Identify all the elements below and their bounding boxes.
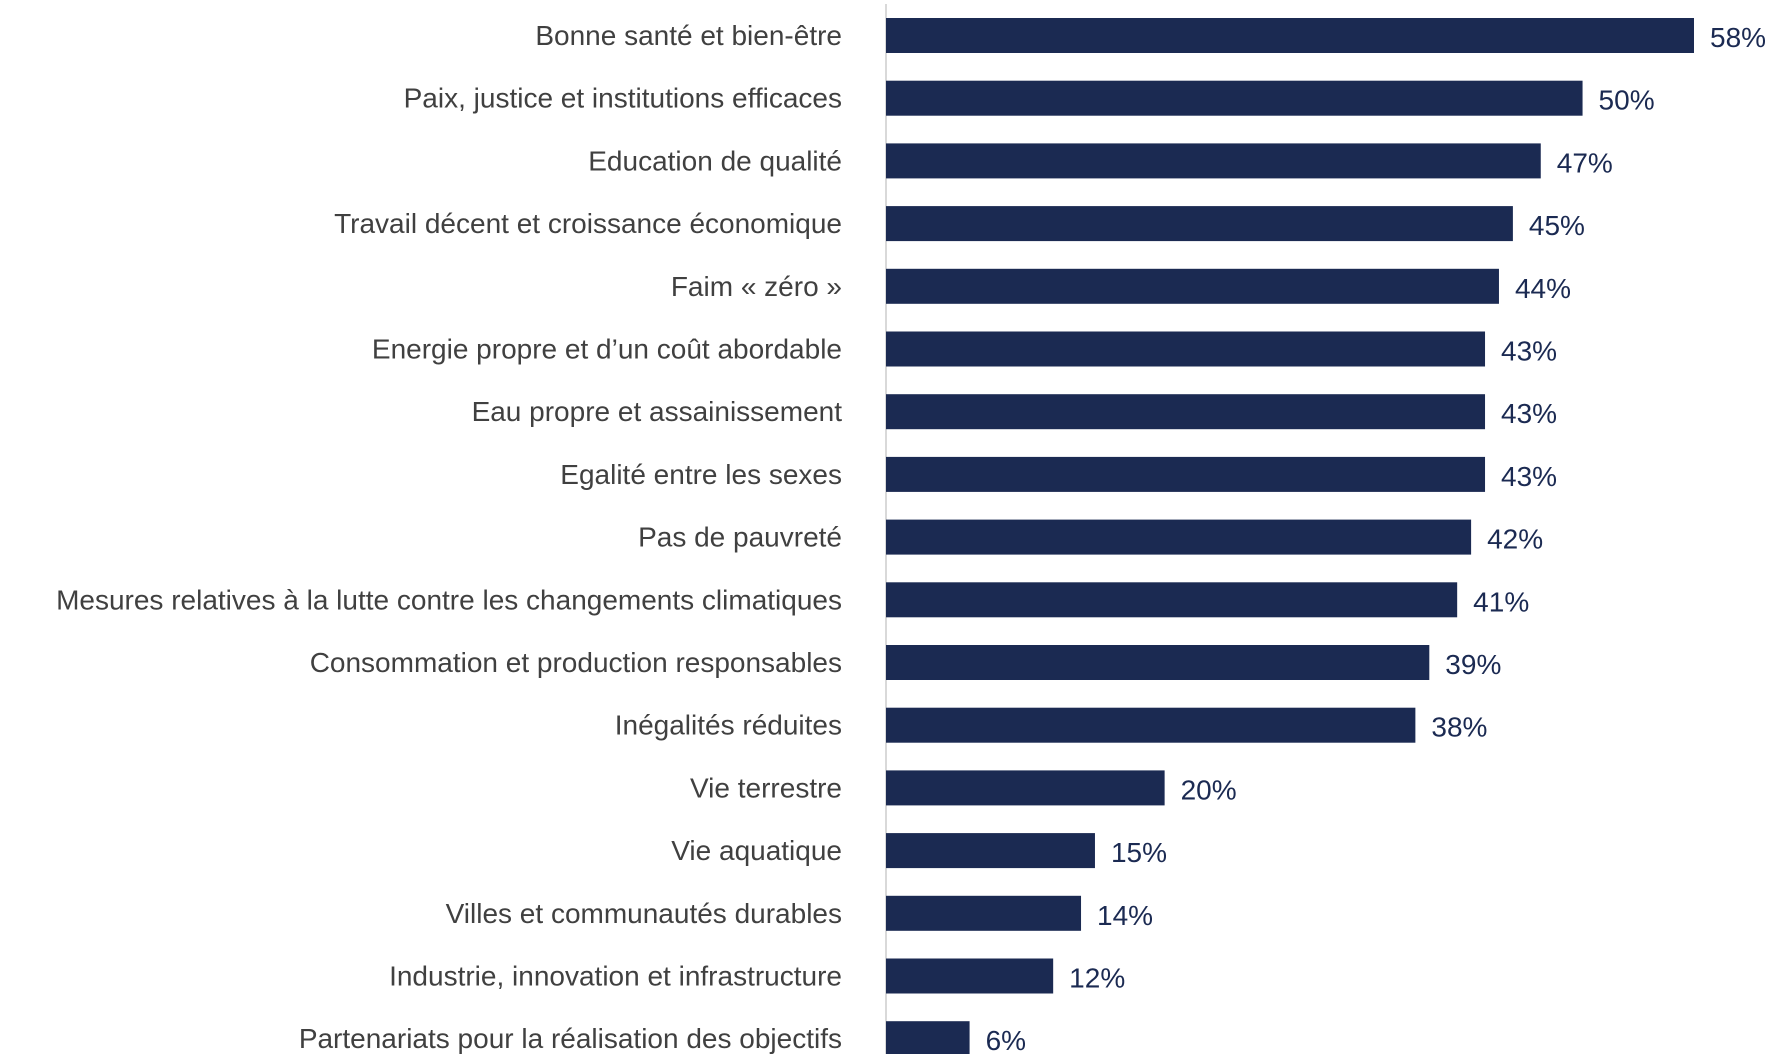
bar bbox=[886, 707, 1416, 743]
data-label: 6% bbox=[986, 1025, 1026, 1054]
bar bbox=[886, 206, 1513, 242]
category-label: Inégalités réduites bbox=[615, 710, 842, 741]
category-label: Consommation et production responsables bbox=[310, 647, 842, 678]
bar bbox=[886, 519, 1472, 555]
category-label: Bonne santé et bien-être bbox=[535, 20, 842, 51]
value-labels: 58% 50% 47% 45% 44% 43% 43% 43% 42% 41% 39% 38% 20% 1… bbox=[986, 22, 1766, 1054]
data-label: 15% bbox=[1111, 837, 1167, 868]
bar bbox=[886, 80, 1583, 116]
category-label: Vie aquatique bbox=[671, 835, 842, 866]
category-label: Mesures relatives à la lutte contre les … bbox=[56, 584, 842, 615]
data-label: 38% bbox=[1431, 712, 1487, 743]
data-label: 44% bbox=[1515, 273, 1571, 304]
bar bbox=[886, 645, 1430, 680]
category-label: Travail décent et croissance économique bbox=[334, 208, 842, 239]
category-label: Industrie, innovation et infrastructure bbox=[389, 961, 842, 992]
bar bbox=[886, 958, 1054, 994]
data-label: 45% bbox=[1529, 210, 1585, 241]
bar bbox=[886, 268, 1499, 304]
category-label: Faim « zéro » bbox=[671, 271, 842, 302]
category-label: Education de qualité bbox=[588, 145, 842, 176]
bar bbox=[886, 143, 1541, 179]
data-label: 12% bbox=[1069, 963, 1125, 994]
bar bbox=[886, 456, 1486, 492]
category-label: Villes et communautés durables bbox=[446, 898, 842, 929]
category-label: Eau propre et assainissement bbox=[472, 396, 843, 427]
category-label: Egalité entre les sexes bbox=[560, 459, 842, 490]
data-label: 43% bbox=[1501, 461, 1557, 492]
data-label: 43% bbox=[1501, 336, 1557, 367]
category-label: Pas de pauvreté bbox=[638, 522, 842, 553]
bar-series bbox=[886, 18, 1694, 1054]
bar bbox=[886, 18, 1694, 53]
data-label: 43% bbox=[1501, 398, 1557, 429]
bar bbox=[886, 833, 1095, 869]
data-label: 14% bbox=[1097, 900, 1153, 931]
data-label: 20% bbox=[1181, 774, 1237, 805]
bar bbox=[886, 582, 1458, 618]
bar bbox=[886, 394, 1486, 430]
data-label: 42% bbox=[1487, 524, 1543, 555]
data-label: 47% bbox=[1557, 147, 1613, 178]
category-label: Paix, justice et institutions efficaces bbox=[404, 83, 842, 114]
data-label: 50% bbox=[1599, 85, 1655, 116]
bar bbox=[886, 895, 1082, 931]
data-label: 58% bbox=[1710, 22, 1766, 53]
category-label: Partenariats pour la réalisation des obj… bbox=[299, 1023, 842, 1054]
data-label: 41% bbox=[1473, 586, 1529, 617]
data-label: 39% bbox=[1445, 649, 1501, 680]
category-labels: Bonne santé et bien-être Paix, justice et… bbox=[56, 20, 842, 1054]
bar bbox=[886, 770, 1165, 806]
category-label: Energie propre et d’un coût abordable bbox=[372, 334, 842, 365]
bar bbox=[886, 1021, 970, 1054]
category-label: Vie terrestre bbox=[690, 772, 842, 803]
bar bbox=[886, 331, 1486, 367]
